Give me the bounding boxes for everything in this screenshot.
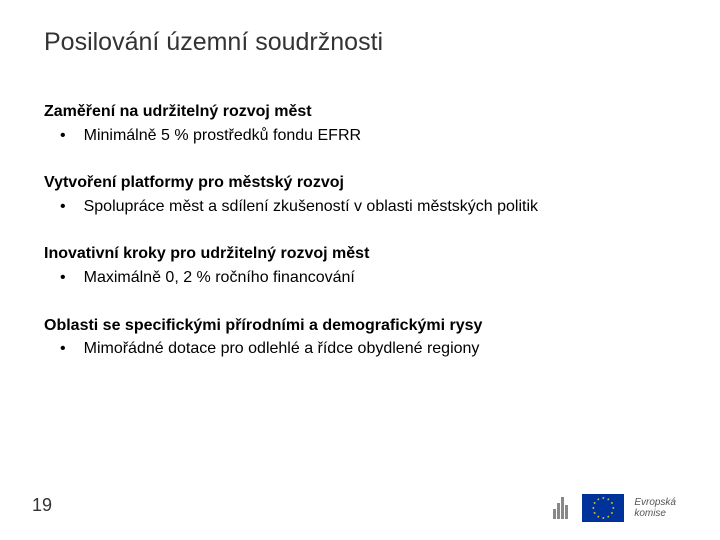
- section-4-bullet-text: Mimořádné dotace pro odlehlé a řídce oby…: [84, 338, 480, 360]
- footer-org-line1: Evropská: [634, 497, 676, 508]
- slide-title: Posilování územní soudržnosti: [44, 28, 676, 57]
- section-3: Inovativní kroky pro udržitelný rozvoj m…: [44, 243, 676, 288]
- bullet-icon: •: [60, 125, 66, 147]
- section-3-heading: Inovativní kroky pro udržitelný rozvoj m…: [44, 243, 676, 265]
- section-1-bullet: • Minimálně 5 % prostředků fondu EFRR: [44, 125, 676, 147]
- section-2-bullet: • Spolupráce měst a sdílení zkušeností v…: [44, 196, 676, 218]
- section-1-bullet-text: Minimálně 5 % prostředků fondu EFRR: [84, 125, 361, 147]
- eu-flag-icon: [582, 494, 624, 522]
- section-4-bullet: • Mimořádné dotace pro odlehlé a řídce o…: [44, 338, 676, 360]
- section-2: Vytvoření platformy pro městský rozvoj •…: [44, 172, 676, 217]
- page-number: 19: [32, 495, 52, 516]
- bullet-icon: •: [60, 267, 66, 289]
- bullet-icon: •: [60, 196, 66, 218]
- section-3-bullet-text: Maximálně 0, 2 % ročního financování: [84, 267, 355, 289]
- footer-org-text: Evropská komise: [634, 497, 676, 519]
- section-2-heading: Vytvoření platformy pro městský rozvoj: [44, 172, 676, 194]
- bullet-icon: •: [60, 338, 66, 360]
- logo-bars-icon: [553, 497, 568, 519]
- section-3-bullet: • Maximálně 0, 2 % ročního financování: [44, 267, 676, 289]
- section-2-bullet-text: Spolupráce měst a sdílení zkušeností v o…: [84, 196, 538, 218]
- footer-org-line2: komise: [634, 508, 676, 519]
- section-1-heading: Zaměření na udržitelný rozvoj měst: [44, 101, 676, 123]
- section-4: Oblasti se specifickými přírodními a dem…: [44, 315, 676, 360]
- section-4-heading: Oblasti se specifickými přírodními a dem…: [44, 315, 676, 337]
- footer-logo: Evropská komise: [553, 494, 676, 522]
- section-1: Zaměření na udržitelný rozvoj měst • Min…: [44, 101, 676, 146]
- slide: Posilování územní soudržnosti Zaměření n…: [0, 0, 720, 540]
